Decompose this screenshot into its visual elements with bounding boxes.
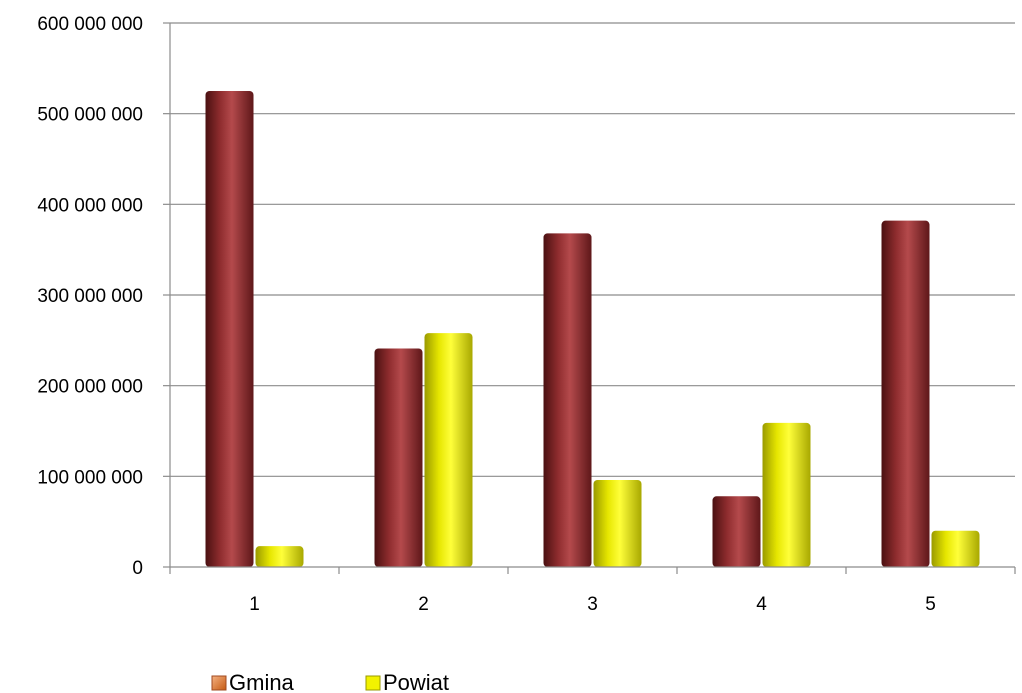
- bar-gmina-2: [374, 348, 423, 567]
- x-axis-tick-labels: 1 2 3 4 5: [249, 594, 936, 615]
- legend-swatch-gmina: [211, 675, 227, 691]
- bar-powiat-2: [424, 333, 473, 567]
- y-tick-label: 100 000 000: [37, 467, 143, 488]
- bar-gmina-5: [881, 220, 930, 568]
- bar-gmina-1: [205, 91, 254, 567]
- y-tick-label: 300 000 000: [37, 286, 143, 307]
- x-tick-label: 1: [249, 594, 260, 615]
- legend-label-gmina: Gmina: [229, 670, 295, 693]
- y-tick-label: 0: [132, 558, 143, 579]
- x-tick-label: 5: [925, 594, 936, 615]
- bar-gmina-4: [712, 496, 761, 567]
- x-tick-label: 3: [587, 594, 598, 615]
- bar-powiat-1: [255, 546, 304, 567]
- y-axis-ticks: [163, 22, 170, 568]
- y-axis-tick-labels: 0 100 000 000 200 000 000 300 000 000 400 00…: [37, 14, 143, 579]
- x-tick-label: 2: [418, 594, 429, 615]
- bar-powiat-4: [762, 422, 811, 567]
- y-tick-label: 500 000 000: [37, 105, 143, 126]
- legend-swatch-powiat: [365, 675, 381, 691]
- legend: Gmina Powiat: [211, 670, 449, 693]
- y-tick-label: 400 000 000: [37, 195, 143, 216]
- bars: [205, 91, 980, 568]
- y-tick-label: 600 000 000: [37, 14, 143, 35]
- bar-powiat-5: [931, 530, 980, 567]
- bar-powiat-3: [593, 479, 642, 567]
- x-axis-ticks: [169, 567, 1016, 574]
- y-tick-label: 200 000 000: [37, 377, 143, 398]
- axes: [169, 23, 1015, 568]
- legend-label-powiat: Powiat: [383, 670, 449, 693]
- bar-gmina-3: [543, 233, 592, 567]
- x-tick-label: 4: [756, 594, 767, 615]
- gridlines: [170, 22, 1015, 477]
